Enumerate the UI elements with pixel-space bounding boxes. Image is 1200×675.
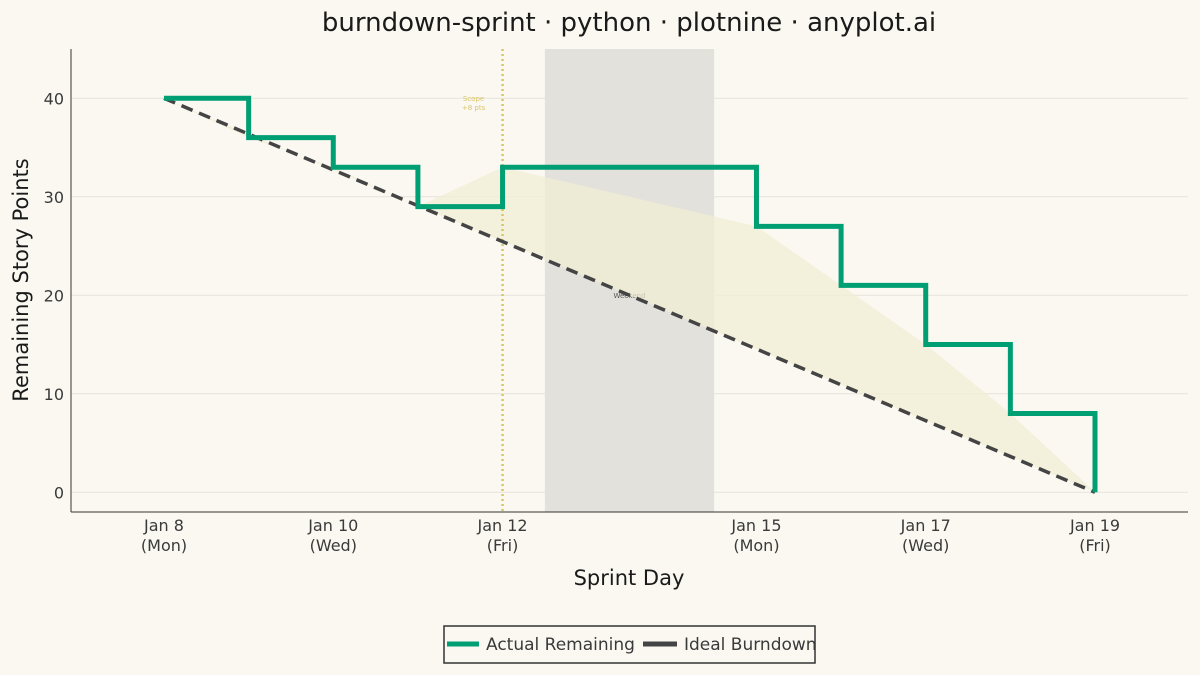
y-tick-label: 0 <box>54 483 64 502</box>
x-tick-sublabel: (Mon) <box>733 536 779 555</box>
x-tick-sublabel: (Mon) <box>141 536 187 555</box>
x-tick-label: Jan 19 <box>1069 516 1120 535</box>
y-tick-label: 10 <box>44 385 64 404</box>
y-tick-label: 40 <box>44 89 64 108</box>
series-lines <box>163 95 1098 494</box>
x-tick-sublabel: (Wed) <box>310 536 357 555</box>
legend-box <box>443 625 816 664</box>
actual-remaining-line <box>164 95 1098 493</box>
chart-title: burndown-sprint · python · plotnine · an… <box>322 8 936 38</box>
legend: Actual Remaining Ideal Burndown <box>443 625 817 664</box>
x-tick-sublabel: (Wed) <box>902 536 949 555</box>
x-tick-label: Jan 8 <box>143 516 184 535</box>
ideal-burndown-line <box>163 96 1096 494</box>
x-tick-label: Jan 10 <box>307 516 358 535</box>
scope-change-group: Scope+8 pts <box>462 49 504 512</box>
scope-label-points: +8 pts <box>462 104 486 112</box>
y-tick-label: 20 <box>44 286 64 305</box>
x-tick-sublabel: (Fri) <box>487 536 519 555</box>
gap-fill-group <box>164 98 1095 493</box>
scope-label-title: Scope <box>463 95 484 103</box>
legend-label-ideal: Ideal Burndown <box>684 635 817 655</box>
x-tick-sublabel: (Fri) <box>1079 536 1111 555</box>
legend-label-actual: Actual Remaining <box>486 635 635 655</box>
x-tick-label: Jan 15 <box>730 516 781 535</box>
x-axis-title: Sprint Day <box>574 566 685 590</box>
y-tick-label: 30 <box>44 188 64 207</box>
x-tick-label: Jan 17 <box>900 516 951 535</box>
x-tick-label: Jan 12 <box>476 516 527 535</box>
y-axis-title: Remaining Story Points <box>9 158 33 401</box>
gap-fill-area <box>164 98 1095 493</box>
